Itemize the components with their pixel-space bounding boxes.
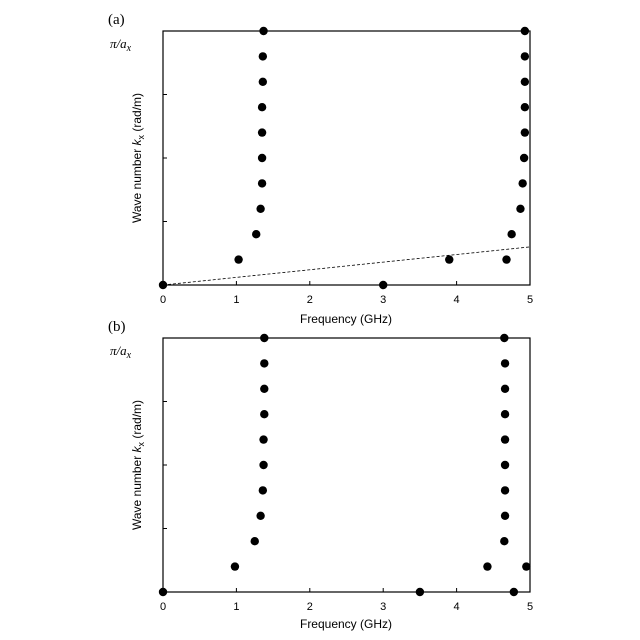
data-point	[259, 27, 267, 35]
data-point	[260, 385, 268, 393]
data-point	[231, 562, 239, 570]
data-point	[521, 78, 529, 86]
data-point	[510, 588, 518, 596]
data-point	[501, 461, 509, 469]
data-point	[516, 205, 524, 213]
panel-b-ytick-top-label: π/ax	[110, 343, 132, 361]
data-point	[416, 588, 424, 596]
data-point	[159, 588, 167, 596]
x-tick-label: 4	[454, 601, 460, 613]
panel-b-data-points	[159, 334, 531, 596]
data-point	[500, 537, 508, 545]
data-point	[259, 78, 267, 86]
data-point	[483, 562, 491, 570]
panel-a-y-axis-label: Wave number kx (rad/m)	[130, 93, 146, 223]
panel-b-x-axis-label: Frequency (GHz)	[300, 617, 392, 631]
panel-a-label: (a)	[108, 12, 125, 28]
data-point	[501, 486, 509, 494]
data-point	[518, 179, 526, 187]
panel-b: (b) π/ax 0 1 2 3 4 5 Frequency (GHz) Wave num…	[108, 319, 533, 631]
data-point	[501, 410, 509, 418]
data-point	[260, 334, 268, 342]
data-point	[234, 255, 242, 263]
x-tick-label: 5	[527, 601, 533, 613]
data-point	[260, 410, 268, 418]
data-point	[521, 103, 529, 111]
data-point	[502, 255, 510, 263]
data-point	[259, 52, 267, 60]
data-point	[507, 230, 515, 238]
data-point	[258, 103, 266, 111]
data-point	[258, 128, 266, 136]
data-point	[521, 52, 529, 60]
data-point	[521, 128, 529, 136]
data-point	[501, 385, 509, 393]
data-point	[379, 281, 387, 289]
data-point	[501, 359, 509, 367]
data-point	[500, 334, 508, 342]
data-point	[258, 179, 266, 187]
data-point	[256, 205, 264, 213]
panel-a: (a) π/ax 0 1 2 3 4 5 Frequency (GHz) Wave num…	[108, 12, 533, 326]
x-tick-label: 0	[160, 601, 166, 613]
x-tick-label: 1	[233, 601, 239, 613]
panel-a-x-axis-label: Frequency (GHz)	[300, 312, 392, 326]
x-tick-label: 5	[527, 294, 533, 306]
panel-a-plot-frame	[163, 31, 530, 285]
data-point	[259, 461, 267, 469]
x-tick-label: 1	[233, 294, 239, 306]
data-point	[445, 255, 453, 263]
panel-a-data-points	[159, 27, 529, 289]
data-point	[252, 230, 260, 238]
panel-b-y-axis-label: Wave number kx (rad/m)	[130, 400, 146, 530]
panel-a-light-line	[163, 247, 530, 285]
data-point	[522, 562, 530, 570]
panel-b-label: (b)	[108, 319, 126, 335]
x-tick-label: 3	[380, 601, 386, 613]
data-point	[501, 435, 509, 443]
x-tick-label: 2	[307, 601, 313, 613]
x-tick-label: 3	[380, 294, 386, 306]
panel-b-plot-frame	[163, 338, 530, 592]
data-point	[251, 537, 259, 545]
x-tick-label: 4	[454, 294, 460, 306]
x-tick-label: 2	[307, 294, 313, 306]
data-point	[259, 435, 267, 443]
data-point	[520, 154, 528, 162]
panel-a-ytick-top-label: π/ax	[110, 36, 132, 54]
data-point	[260, 359, 268, 367]
data-point	[258, 154, 266, 162]
data-point	[501, 512, 509, 520]
data-point	[521, 27, 529, 35]
data-point	[259, 486, 267, 494]
data-point	[159, 281, 167, 289]
data-point	[256, 512, 264, 520]
x-tick-label: 0	[160, 294, 166, 306]
